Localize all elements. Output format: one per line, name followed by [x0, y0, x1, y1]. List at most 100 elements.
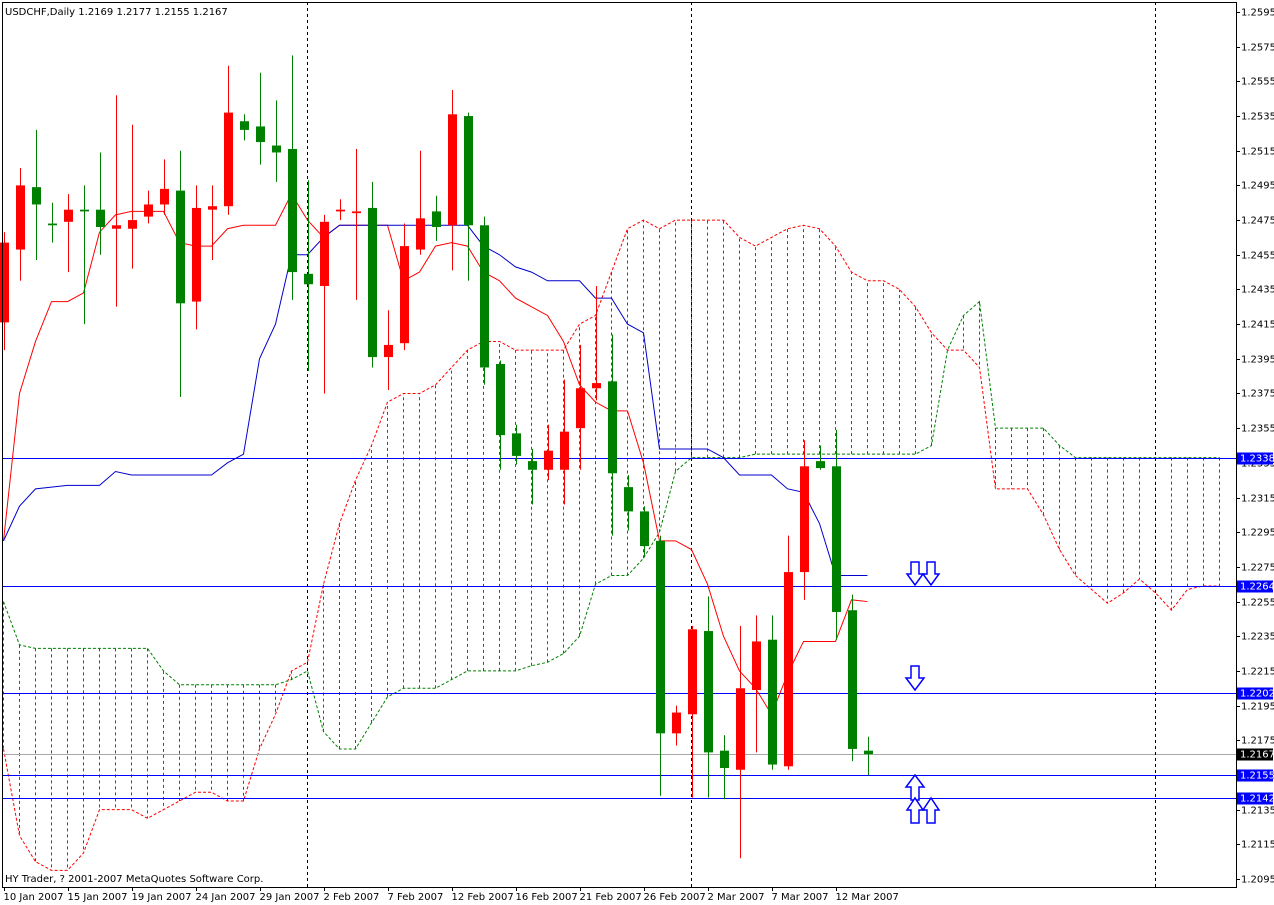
candle-body: [448, 114, 457, 226]
candle-body: [384, 344, 393, 358]
level-label: 1.2155: [1240, 771, 1274, 782]
candle-body: [144, 204, 153, 217]
candle-body: [128, 220, 137, 229]
x-tick-label: 7 Feb 2007: [388, 892, 444, 903]
plot-border: [2, 2, 1237, 888]
candle-body: [784, 572, 793, 767]
x-tick-label: 15 Jan 2007: [68, 892, 128, 903]
candle-body: [848, 610, 857, 749]
up-arrow: [921, 796, 941, 824]
candle-body: [256, 126, 265, 143]
x-tick-label: 24 Jan 2007: [196, 892, 256, 903]
candle-body: [816, 461, 825, 469]
candle-body: [512, 433, 521, 456]
candle-body: [224, 112, 233, 207]
candle-body: [112, 225, 121, 229]
candle-body: [704, 631, 713, 753]
candle-body: [576, 388, 585, 429]
candle-body: [528, 461, 537, 470]
candle-body: [640, 511, 649, 547]
candle-body: [544, 450, 553, 470]
candle-body: [496, 364, 505, 436]
candle-body: [304, 273, 313, 285]
y-tick-label: 1.2275: [1241, 563, 1274, 574]
candle-body: [592, 383, 601, 389]
level-label: 1.2142: [1240, 794, 1274, 805]
y-tick-label: 1.2115: [1241, 840, 1274, 851]
cloud-span-b: [3, 219, 1220, 871]
y-tick-label: 1.2095: [1241, 875, 1274, 886]
candle-body: [208, 206, 217, 210]
y-tick-label: 1.2215: [1241, 667, 1274, 678]
copyright: HY Trader, ? 2001-2007 MetaQuotes Softwa…: [5, 874, 263, 885]
x-tick-label: 19 Jan 2007: [132, 892, 192, 903]
axes: 1.2595 1.2575 1.2555 1.2535 1.2515 1.2495 1.24…: [4, 8, 1274, 904]
candle-body: [0, 242, 9, 323]
down-arrow: [904, 665, 926, 692]
candle-body: [96, 209, 105, 228]
signal-arrows: [904, 561, 941, 824]
candle-body: [672, 712, 681, 734]
y-tick-label: 1.2255: [1241, 598, 1274, 609]
candle-body: [48, 223, 57, 226]
candle-body: [64, 209, 73, 222]
chart-title: USDCHF,Daily 1.2169 1.2177 1.2155 1.2167: [5, 7, 228, 18]
y-tick-label: 1.2355: [1241, 424, 1274, 435]
x-tick-label: 26 Feb 2007: [644, 892, 706, 903]
y-tick-label: 1.2395: [1241, 355, 1274, 366]
y-tick-label: 1.2515: [1241, 147, 1274, 158]
x-tick-label: 16 Feb 2007: [516, 892, 578, 903]
x-tick-label: 2 Feb 2007: [324, 892, 380, 903]
y-tick-label: 1.2475: [1241, 216, 1274, 227]
level-label-box: [1237, 792, 1273, 805]
up-arrow: [904, 773, 926, 801]
candle-body: [608, 381, 617, 474]
candle-body: [688, 629, 697, 715]
candle-body: [16, 185, 25, 250]
candle-body: [288, 148, 297, 273]
level-label-box: [1237, 580, 1273, 593]
x-tick-label: 12 Feb 2007: [452, 892, 514, 903]
candle-body: [736, 688, 745, 770]
candle-body: [768, 639, 777, 765]
y-tick-label: 1.2575: [1241, 43, 1274, 54]
candle-body: [80, 209, 89, 212]
cloud-span-a: [3, 300, 1220, 750]
level-label-box: [1237, 769, 1273, 782]
candle-body: [656, 540, 665, 734]
down-arrow: [905, 561, 925, 587]
x-tick-label: 21 Feb 2007: [580, 892, 642, 903]
y-tick-label: 1.2315: [1241, 494, 1274, 505]
y-tick-label: 1.2175: [1241, 736, 1274, 747]
candle-body: [624, 487, 633, 512]
x-tick-label: 12 Mar 2007: [836, 892, 899, 903]
level-label-box: [1237, 687, 1273, 700]
y-tick-label: 1.2415: [1241, 320, 1274, 331]
candle-body: [560, 431, 569, 470]
y-tick-label: 1.2195: [1241, 702, 1274, 713]
candle-body: [432, 211, 441, 228]
marks: [0, 55, 873, 859]
y-tick-label: 1.2555: [1241, 77, 1274, 88]
last-price-label: 1.2167: [1240, 750, 1274, 761]
candle-body: [176, 190, 185, 304]
candle-body: [336, 209, 345, 212]
candle-body: [864, 750, 873, 755]
y-tick-label: 1.2435: [1241, 285, 1274, 296]
candle-body: [192, 207, 201, 302]
level-label: 1.2202: [1240, 689, 1274, 700]
candle-body: [368, 207, 377, 358]
candle-body: [320, 221, 329, 286]
y-tick-label: 1.2595: [1241, 8, 1274, 19]
level-label: 1.2264: [1240, 582, 1274, 593]
candle-body: [32, 187, 41, 205]
y-tick-label: 1.2495: [1241, 181, 1274, 192]
candle-body: [416, 218, 425, 250]
y-tick-label: 1.2535: [1241, 112, 1274, 123]
y-tick-label: 1.2455: [1241, 251, 1274, 262]
y-tick-label: 1.2295: [1241, 528, 1274, 539]
last-price-box: [1237, 748, 1273, 761]
